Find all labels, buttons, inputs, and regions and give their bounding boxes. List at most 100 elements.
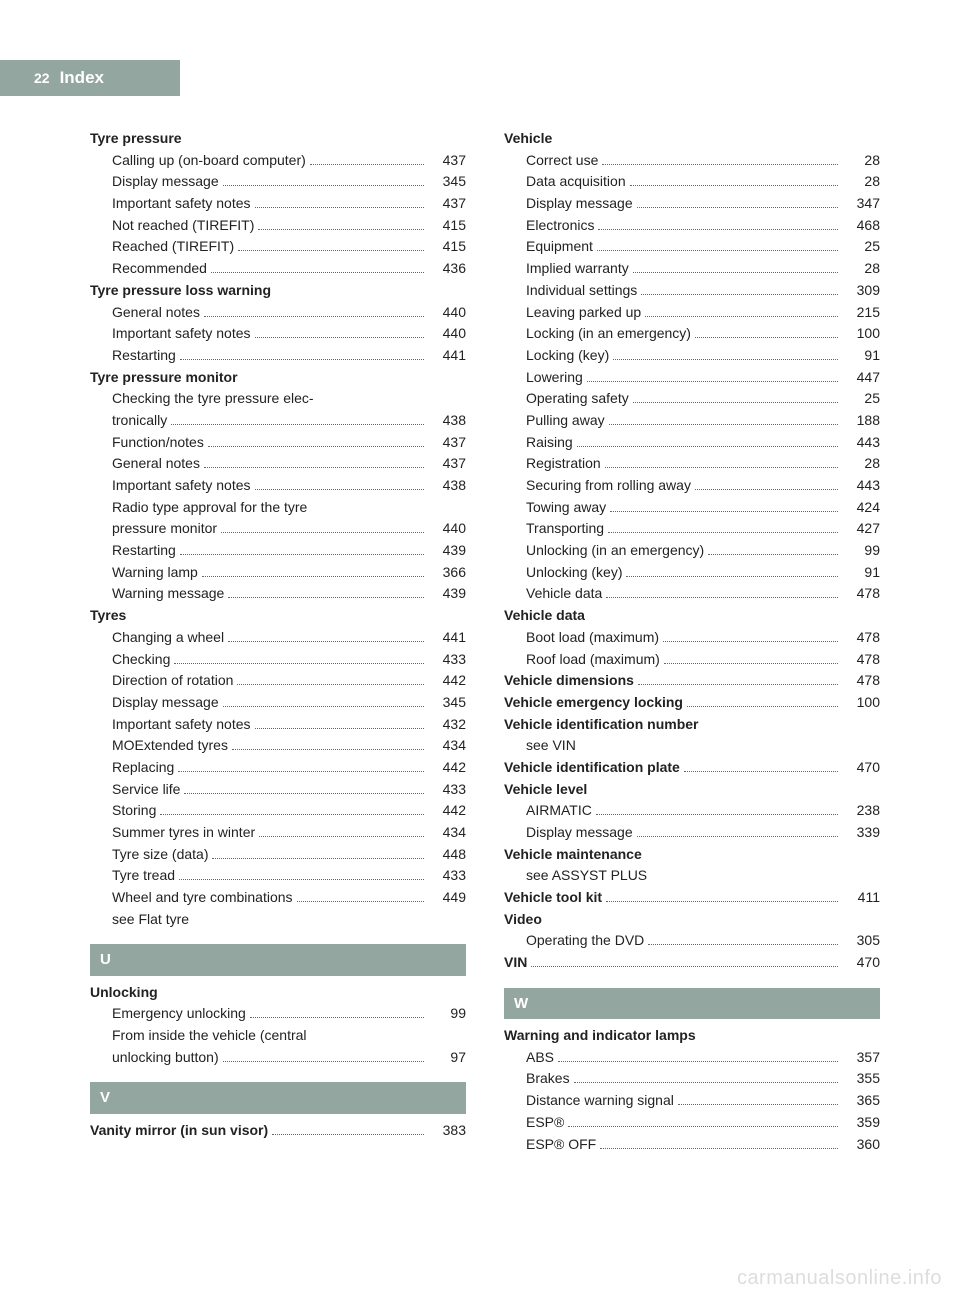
leader-dots	[228, 597, 424, 598]
index-entry-page: 433	[428, 779, 466, 801]
index-entry[interactable]: Vehicle tool kit411	[504, 887, 880, 909]
leader-dots	[633, 272, 838, 273]
index-entry[interactable]: Direction of rotation442	[90, 670, 466, 692]
leader-dots	[223, 185, 424, 186]
index-entry[interactable]: Implied warranty28	[504, 258, 880, 280]
index-entry[interactable]: Operating safety25	[504, 388, 880, 410]
leader-dots	[255, 207, 424, 208]
index-entry[interactable]: Restarting439	[90, 540, 466, 562]
leader-dots	[221, 532, 424, 533]
index-entry[interactable]: Operating the DVD305	[504, 930, 880, 952]
index-entry[interactable]: Securing from rolling away443	[504, 475, 880, 497]
leader-dots	[237, 684, 424, 685]
index-entry[interactable]: Emergency unlocking99	[90, 1003, 466, 1025]
index-entry[interactable]: tronically438	[90, 410, 466, 432]
index-entry[interactable]: Tyre size (data)448	[90, 844, 466, 866]
index-entry[interactable]: Calling up (on-board computer)437	[90, 150, 466, 172]
index-entry[interactable]: Display message339	[504, 822, 880, 844]
index-entry[interactable]: Electronics468	[504, 215, 880, 237]
index-entry[interactable]: Vehicle dimensions478	[504, 670, 880, 692]
index-entry[interactable]: AIRMATIC238	[504, 800, 880, 822]
index-entry[interactable]: Distance warning signal365	[504, 1090, 880, 1112]
index-entry-continuation: Checking the tyre pressure elec-	[90, 388, 466, 410]
index-entry[interactable]: ABS357	[504, 1047, 880, 1069]
index-entry-page: 97	[428, 1047, 466, 1069]
index-entry[interactable]: Reached (TIREFIT)415	[90, 236, 466, 258]
index-entry[interactable]: Locking (in an emergency)100	[504, 323, 880, 345]
index-entry[interactable]: Registration28	[504, 453, 880, 475]
index-entry-label: Locking (key)	[526, 345, 609, 367]
index-entry[interactable]: Roof load (maximum)478	[504, 649, 880, 671]
index-entry[interactable]: Service life433	[90, 779, 466, 801]
index-entry-label: Leaving parked up	[526, 302, 641, 324]
index-entry-label: AIRMATIC	[526, 800, 592, 822]
index-entry-label: Reached (TIREFIT)	[112, 236, 234, 258]
index-entry[interactable]: Display message347	[504, 193, 880, 215]
index-entry[interactable]: pressure monitor440	[90, 518, 466, 540]
index-entry[interactable]: Vehicle emergency locking100	[504, 692, 880, 714]
index-entry[interactable]: VIN470	[504, 952, 880, 974]
index-entry[interactable]: Wheel and tyre combinations449	[90, 887, 466, 909]
leader-dots	[687, 706, 838, 707]
index-entry-page: 437	[428, 193, 466, 215]
index-entry-label: Display message	[112, 692, 219, 714]
index-entry[interactable]: ESP® OFF360	[504, 1134, 880, 1156]
index-entry[interactable]: Restarting441	[90, 345, 466, 367]
index-entry[interactable]: Summer tyres in winter434	[90, 822, 466, 844]
index-entry[interactable]: MOExtended tyres434	[90, 735, 466, 757]
index-entry[interactable]: Equipment25	[504, 236, 880, 258]
index-entry[interactable]: Important safety notes432	[90, 714, 466, 736]
index-entry[interactable]: Brakes355	[504, 1068, 880, 1090]
index-heading: Warning and indicator lamps	[504, 1025, 880, 1047]
index-entry[interactable]: Changing a wheel441	[90, 627, 466, 649]
index-entry[interactable]: Important safety notes440	[90, 323, 466, 345]
index-entry[interactable]: unlocking button)97	[90, 1047, 466, 1069]
index-entry-label: Warning message	[112, 583, 224, 605]
index-entry[interactable]: Vehicle identification plate470	[504, 757, 880, 779]
index-entry[interactable]: Boot load (maximum)478	[504, 627, 880, 649]
index-entry-page: 366	[428, 562, 466, 584]
index-entry[interactable]: Unlocking (key)91	[504, 562, 880, 584]
index-heading: Vehicle maintenance	[504, 844, 880, 866]
index-entry[interactable]: Storing442	[90, 800, 466, 822]
index-entry[interactable]: Vanity mirror (in sun visor)383	[90, 1120, 466, 1142]
index-entry[interactable]: Display message345	[90, 171, 466, 193]
leader-dots	[310, 164, 424, 165]
index-entry[interactable]: Unlocking (in an emergency)99	[504, 540, 880, 562]
index-entry[interactable]: Correct use28	[504, 150, 880, 172]
index-entry[interactable]: Raising443	[504, 432, 880, 454]
leader-dots	[178, 771, 424, 772]
index-entry[interactable]: Checking433	[90, 649, 466, 671]
index-entry[interactable]: Important safety notes438	[90, 475, 466, 497]
index-entry[interactable]: Pulling away188	[504, 410, 880, 432]
index-entry-label: Boot load (maximum)	[526, 627, 659, 649]
index-entry[interactable]: Transporting427	[504, 518, 880, 540]
index-entry[interactable]: ESP®359	[504, 1112, 880, 1134]
index-entry[interactable]: Display message345	[90, 692, 466, 714]
index-entry-page: 433	[428, 865, 466, 887]
index-entry[interactable]: Data acquisition28	[504, 171, 880, 193]
index-entry-page: 478	[842, 649, 880, 671]
index-entry[interactable]: General notes440	[90, 302, 466, 324]
index-entry[interactable]: Lowering447	[504, 367, 880, 389]
index-entry[interactable]: Replacing442	[90, 757, 466, 779]
index-entry[interactable]: Vehicle data478	[504, 583, 880, 605]
index-entry[interactable]: Towing away424	[504, 497, 880, 519]
leader-dots	[638, 684, 838, 685]
index-entry[interactable]: Locking (key)91	[504, 345, 880, 367]
index-entry-label: General notes	[112, 302, 200, 324]
index-entry[interactable]: General notes437	[90, 453, 466, 475]
index-entry[interactable]: Warning message439	[90, 583, 466, 605]
index-entry[interactable]: Not reached (TIREFIT)415	[90, 215, 466, 237]
index-entry-page: 188	[842, 410, 880, 432]
index-entry[interactable]: Recommended436	[90, 258, 466, 280]
index-entry[interactable]: Leaving parked up215	[504, 302, 880, 324]
index-entry-label: Function/notes	[112, 432, 204, 454]
index-entry[interactable]: Function/notes437	[90, 432, 466, 454]
index-entry[interactable]: Warning lamp366	[90, 562, 466, 584]
index-entry-label: Restarting	[112, 540, 176, 562]
index-entry[interactable]: Important safety notes437	[90, 193, 466, 215]
index-entry-label: Registration	[526, 453, 601, 475]
index-entry[interactable]: Individual settings309	[504, 280, 880, 302]
index-entry[interactable]: Tyre tread433	[90, 865, 466, 887]
